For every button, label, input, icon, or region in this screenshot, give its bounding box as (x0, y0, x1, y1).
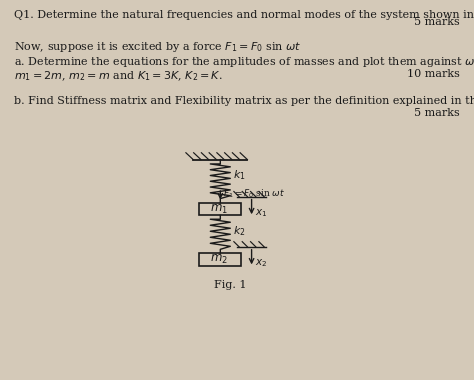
Text: $k_2$: $k_2$ (233, 224, 246, 238)
Text: b. Find Stiffness matrix and Flexibility matrix as per the definition explained : b. Find Stiffness matrix and Flexibility… (14, 96, 474, 106)
Text: $k_1$: $k_1$ (233, 168, 246, 182)
Text: Fig. 1: Fig. 1 (215, 280, 247, 290)
Text: $F_1{=}F_0$ sin $\omega t$: $F_1{=}F_0$ sin $\omega t$ (223, 188, 286, 200)
Bar (200, 203, 241, 215)
Text: Now, suppose it is excited by a force $F_1= F_0$ sin $\omega t$: Now, suppose it is excited by a force $F… (14, 40, 302, 54)
Bar (200, 253, 241, 266)
Text: $x_1$: $x_1$ (255, 207, 267, 219)
Text: Q1. Determine the natural frequencies and normal modes of the system shown in Fi: Q1. Determine the natural frequencies an… (14, 10, 474, 19)
Text: $m_1= 2m$, $m_2= m$ and $K_1= 3K$, $K_2= K$.: $m_1= 2m$, $m_2= m$ and $K_1= 3K$, $K_2=… (14, 69, 223, 83)
Text: a. Determine the equations for the amplitudes of masses and plot them against $\: a. Determine the equations for the ampli… (14, 55, 474, 69)
Text: 5 marks: 5 marks (414, 17, 460, 27)
Text: 10 marks: 10 marks (407, 69, 460, 79)
Text: 5 marks: 5 marks (414, 108, 460, 118)
Text: $m_2$: $m_2$ (210, 253, 228, 266)
Text: $m_1$: $m_1$ (210, 203, 228, 216)
Text: $x_2$: $x_2$ (255, 257, 267, 269)
